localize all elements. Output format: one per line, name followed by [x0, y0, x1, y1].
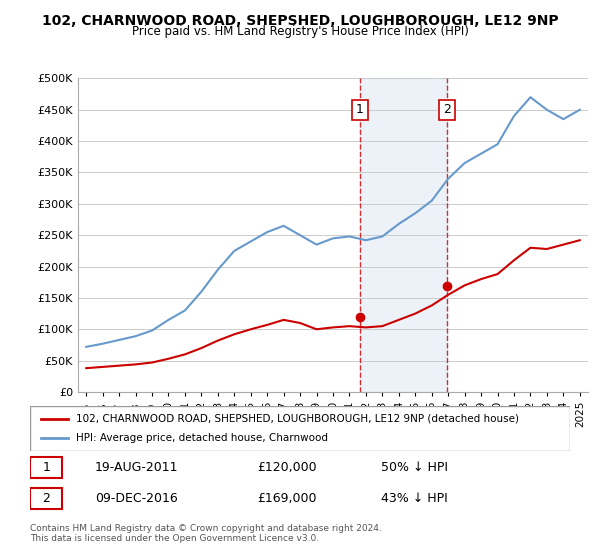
Text: 19-AUG-2011: 19-AUG-2011	[95, 461, 178, 474]
Text: 50% ↓ HPI: 50% ↓ HPI	[381, 461, 448, 474]
Text: 1: 1	[42, 461, 50, 474]
Text: 43% ↓ HPI: 43% ↓ HPI	[381, 492, 448, 505]
Text: 102, CHARNWOOD ROAD, SHEPSHED, LOUGHBOROUGH, LE12 9NP (detached house): 102, CHARNWOOD ROAD, SHEPSHED, LOUGHBORO…	[76, 413, 519, 423]
Text: 1: 1	[356, 103, 364, 116]
Text: £169,000: £169,000	[257, 492, 316, 505]
Text: 2: 2	[443, 103, 451, 116]
Text: 102, CHARNWOOD ROAD, SHEPSHED, LOUGHBOROUGH, LE12 9NP: 102, CHARNWOOD ROAD, SHEPSHED, LOUGHBORO…	[41, 14, 559, 28]
FancyBboxPatch shape	[30, 458, 62, 478]
Text: 2: 2	[42, 492, 50, 505]
FancyBboxPatch shape	[30, 488, 62, 509]
Text: HPI: Average price, detached house, Charnwood: HPI: Average price, detached house, Char…	[76, 433, 328, 444]
Text: 09-DEC-2016: 09-DEC-2016	[95, 492, 178, 505]
Text: Price paid vs. HM Land Registry's House Price Index (HPI): Price paid vs. HM Land Registry's House …	[131, 25, 469, 38]
FancyBboxPatch shape	[30, 406, 570, 451]
Text: £120,000: £120,000	[257, 461, 316, 474]
Bar	[360, 78, 447, 392]
Text: Contains HM Land Registry data © Crown copyright and database right 2024.
This d: Contains HM Land Registry data © Crown c…	[30, 524, 382, 543]
